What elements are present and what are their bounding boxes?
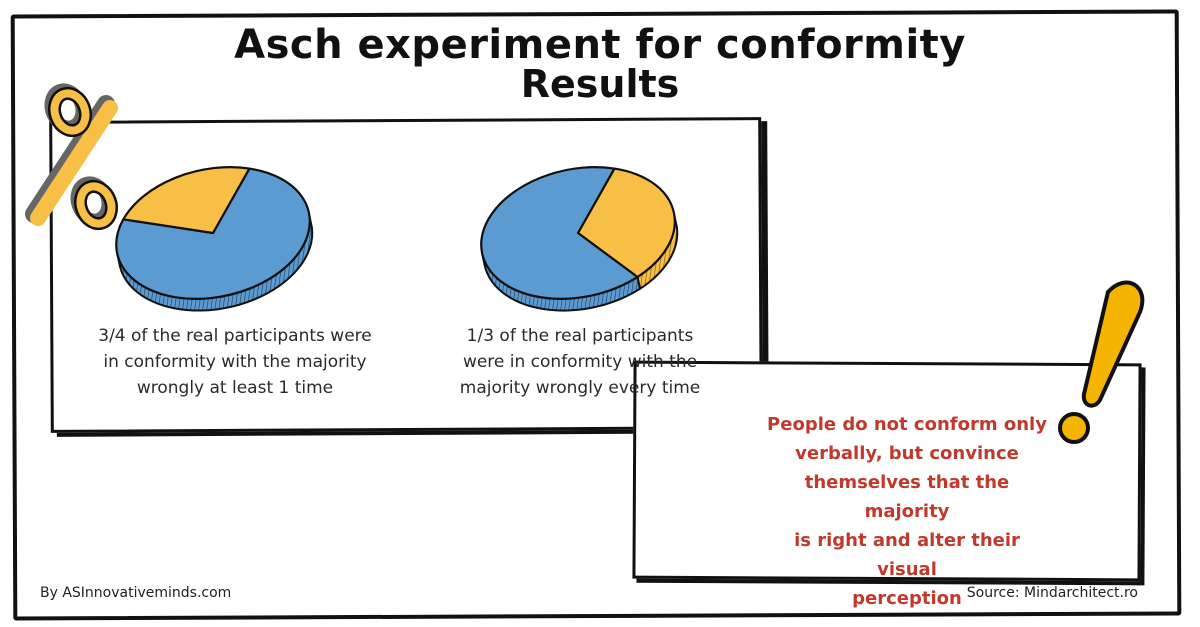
pie-right-caption: 1/3 of the real participants were in con…	[430, 323, 730, 401]
author-credit: By ASInnovativeminds.com	[40, 585, 232, 601]
note-line: People do not conform only	[767, 414, 1047, 435]
pie-slice	[122, 166, 251, 235]
note-line: is right and alter their visual	[794, 530, 1020, 580]
exclamation-icon	[1058, 280, 1145, 444]
caption-line: were in conformity with the	[462, 352, 698, 372]
caption-line: wrongly at least 1 time	[136, 378, 334, 398]
page-subtitle: Results	[520, 62, 680, 106]
note-line: perception	[852, 588, 962, 609]
caption-line: 3/4 of the real participants were	[98, 326, 372, 346]
pie-chart-left	[115, 166, 314, 312]
source-credit: Source: Mindarchitect.ro	[966, 585, 1138, 601]
caption-line: majority wrongly every time	[459, 378, 701, 398]
pie-left-caption: 3/4 of the real participants were in con…	[70, 323, 400, 401]
pie-chart-right	[480, 166, 679, 312]
caption-line: in conformity with the majority	[103, 352, 367, 372]
percent-icon	[25, 83, 119, 231]
conclusion-note: People do not conform only verbally, but…	[762, 410, 1052, 613]
note-line: themselves that the majority	[804, 472, 1010, 522]
pie-slice	[480, 166, 639, 300]
page-title: Asch experiment for conformity	[234, 22, 966, 68]
caption-line: 1/3 of the real participants	[466, 326, 694, 346]
note-line: verbally, but convince	[795, 443, 1019, 464]
